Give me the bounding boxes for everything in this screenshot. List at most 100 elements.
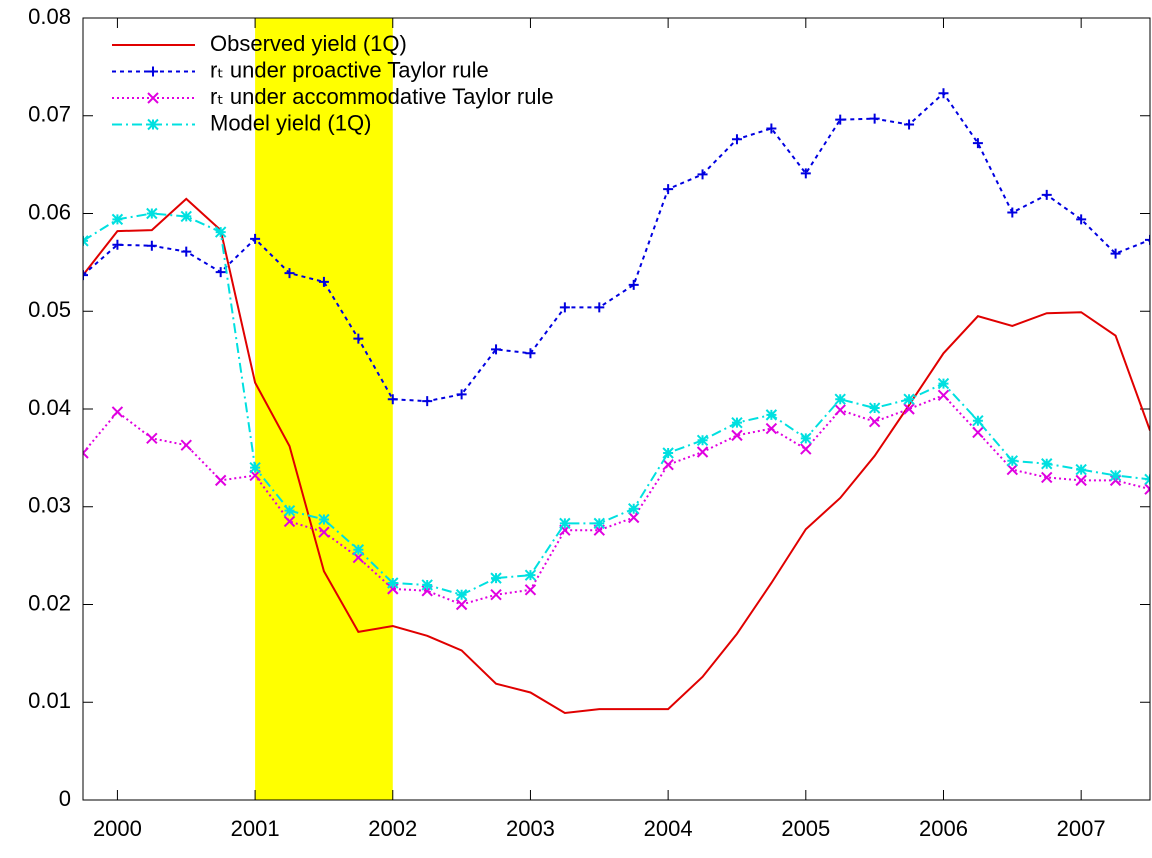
y-tick-label: 0.03 (28, 493, 71, 518)
marker (318, 513, 330, 526)
marker (937, 389, 950, 402)
marker (490, 589, 502, 601)
marker (559, 517, 571, 530)
x-tick-label: 2004 (644, 816, 693, 841)
shaded-region (255, 18, 393, 800)
marker (868, 415, 881, 428)
marker (628, 279, 639, 290)
marker (422, 396, 433, 407)
marker (1110, 248, 1121, 259)
series-line (83, 197, 1150, 715)
marker (559, 302, 570, 313)
marker (904, 119, 915, 130)
x-tick-label: 2005 (781, 816, 830, 841)
marker (180, 210, 192, 223)
y-tick-label: 0.06 (28, 199, 71, 224)
y-tick-label: 0.01 (28, 688, 71, 713)
marker (731, 429, 743, 442)
marker (284, 268, 295, 279)
marker (455, 589, 468, 601)
series-line (83, 212, 1150, 596)
marker (594, 302, 605, 313)
marker (111, 213, 124, 226)
marker (1041, 471, 1053, 484)
marker (215, 267, 226, 278)
marker (83, 447, 89, 459)
marker (387, 577, 399, 589)
marker (1041, 458, 1053, 470)
marker (1075, 474, 1087, 487)
marker (112, 239, 123, 250)
marker (146, 207, 158, 220)
plot-frame (82, 17, 1151, 801)
marker (250, 233, 261, 244)
marker (938, 88, 949, 99)
x-tick-label: 2007 (1057, 816, 1106, 841)
marker (628, 511, 640, 524)
marker (1076, 214, 1087, 225)
marker (869, 113, 880, 124)
plot (83, 88, 1150, 715)
marker (283, 515, 296, 528)
marker (696, 434, 709, 446)
marker (1075, 463, 1087, 476)
marker (146, 240, 157, 251)
marker (1145, 234, 1150, 245)
legend-label: Model yield (1Q) (210, 110, 371, 135)
marker (180, 439, 192, 451)
legend-label: rₜ under proactive Taylor rule (210, 57, 489, 82)
legend-label: rₜ under accommodative Taylor rule (210, 84, 554, 109)
marker (1144, 483, 1150, 495)
y-tick-label: 0 (59, 786, 71, 811)
x-tick-label: 2001 (231, 816, 280, 841)
series-line (83, 91, 1150, 403)
marker (731, 416, 743, 429)
x-tick-label: 2003 (506, 816, 555, 841)
marker (697, 169, 708, 180)
marker (318, 276, 329, 287)
x-tick-label: 2000 (93, 816, 142, 841)
marker (835, 114, 846, 125)
marker (318, 526, 330, 538)
marker (593, 517, 605, 530)
series-line (83, 394, 1150, 606)
marker (525, 348, 536, 359)
marker (868, 402, 881, 414)
marker (283, 504, 296, 517)
marker (628, 502, 640, 515)
marker (800, 443, 812, 455)
marker (972, 415, 984, 427)
marker (490, 572, 502, 584)
x-tick-label: 2006 (919, 816, 968, 841)
marker (387, 394, 398, 405)
marker (214, 226, 227, 238)
marker (214, 474, 227, 487)
marker (696, 446, 709, 458)
marker (765, 409, 778, 421)
marker (111, 406, 124, 418)
marker (1006, 455, 1019, 467)
marker (455, 598, 468, 611)
marker (249, 461, 261, 474)
marker (766, 123, 777, 134)
marker (1006, 463, 1019, 476)
marker (524, 569, 537, 581)
marker (147, 92, 159, 104)
marker (765, 422, 778, 435)
marker (146, 432, 158, 445)
marker (731, 134, 742, 145)
marker (352, 544, 365, 556)
marker (1144, 473, 1150, 486)
marker (353, 333, 364, 344)
marker (800, 432, 812, 445)
y-tick-label: 0.05 (28, 297, 71, 322)
marker (421, 579, 433, 591)
marker (148, 66, 158, 77)
marker (834, 393, 846, 405)
marker (662, 447, 674, 459)
marker (800, 168, 811, 179)
marker (972, 426, 984, 439)
marker (903, 393, 915, 405)
marker (181, 246, 192, 257)
